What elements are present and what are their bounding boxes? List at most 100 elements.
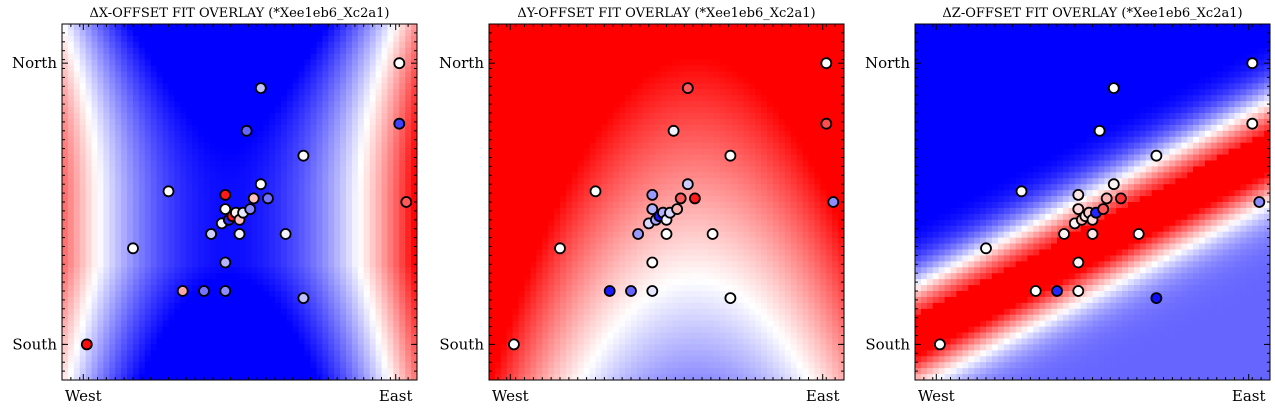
- heatmap-cell: [399, 279, 406, 286]
- heatmap-cell: [91, 124, 99, 132]
- heatmap-cell: [115, 308, 122, 316]
- heatmap-cell: [280, 267, 288, 274]
- heatmap-cell: [133, 113, 140, 120]
- heatmap-cell: [204, 243, 211, 251]
- heatmap-cell: [387, 368, 394, 375]
- heatmap-cell: [280, 65, 288, 73]
- heatmap-cell: [304, 338, 312, 345]
- heatmap-cell: [589, 154, 597, 162]
- heatmap-cell: [560, 237, 567, 245]
- heatmap-cell: [589, 136, 597, 144]
- heatmap-cell: [494, 24, 502, 31]
- heatmap-cell: [500, 59, 508, 67]
- heatmap-cell: [351, 142, 359, 150]
- heatmap-cell: [168, 71, 176, 78]
- heatmap-cell: [221, 71, 229, 78]
- heatmap-cell: [500, 320, 508, 328]
- heatmap-cell: [280, 243, 288, 251]
- heatmap-cell: [399, 142, 406, 150]
- heatmap-cell: [180, 118, 187, 126]
- heatmap-cell: [221, 362, 229, 369]
- heatmap-cell: [536, 172, 543, 179]
- heatmap-cell: [186, 77, 193, 84]
- heatmap-cell: [115, 83, 122, 90]
- heatmap-cell: [150, 89, 158, 96]
- heatmap-cell: [144, 279, 152, 286]
- heatmap-cell: [560, 53, 567, 61]
- heatmap-cell: [150, 320, 158, 328]
- heatmap-cell: [198, 356, 205, 363]
- heatmap-cell: [209, 314, 217, 322]
- heatmap-cell: [316, 314, 323, 322]
- heatmap-cell: [138, 213, 146, 221]
- heatmap-cell: [405, 261, 412, 268]
- heatmap-cell: [494, 65, 502, 73]
- heatmap-cell: [192, 302, 199, 310]
- heatmap-cell: [215, 308, 223, 316]
- heatmap-cell: [316, 213, 323, 221]
- heatmap-cell: [518, 107, 526, 114]
- heatmap-cell: [387, 77, 394, 84]
- heatmap-cell: [351, 77, 359, 84]
- heatmap-cell: [506, 148, 514, 156]
- heatmap-cell: [512, 113, 520, 120]
- heatmap-cell: [405, 77, 412, 84]
- heatmap-cell: [245, 89, 252, 96]
- heatmap-cell: [489, 47, 496, 55]
- heatmap-cell: [346, 59, 353, 67]
- heatmap-cell: [583, 279, 591, 286]
- heatmap-cell: [375, 344, 383, 351]
- heatmap-cell: [565, 362, 573, 369]
- heatmap-cell: [198, 302, 205, 310]
- heatmap-cell: [387, 273, 394, 280]
- heatmap-cell: [286, 53, 294, 61]
- heatmap-cell: [156, 130, 164, 138]
- heatmap-cell: [233, 107, 241, 114]
- heatmap-cell: [500, 184, 508, 191]
- heatmap-cell: [304, 207, 312, 215]
- heatmap-cell: [109, 285, 116, 292]
- heatmap-cell: [601, 124, 608, 132]
- heatmap-cell: [334, 249, 341, 256]
- heatmap-cell: [227, 296, 235, 304]
- heatmap-cell: [381, 118, 389, 126]
- heatmap-cell: [192, 314, 199, 322]
- heatmap-cell: [571, 225, 579, 233]
- heatmap-cell: [577, 273, 585, 280]
- heatmap-cell: [233, 273, 241, 280]
- heatmap-cell: [571, 267, 579, 274]
- heatmap-cell: [340, 107, 347, 114]
- heatmap-cell: [524, 101, 532, 108]
- heatmap-cell: [524, 302, 532, 310]
- heatmap-cell: [536, 178, 543, 185]
- heatmap-cell: [215, 160, 223, 167]
- heatmap-cell: [304, 124, 312, 132]
- heatmap-cell: [209, 184, 217, 191]
- heatmap-cell: [162, 261, 170, 268]
- heatmap-cell: [275, 190, 282, 197]
- heatmap-cell: [245, 344, 252, 351]
- heatmap-cell: [595, 59, 603, 67]
- heatmap-cell: [298, 166, 306, 173]
- heatmap-cell: [381, 172, 389, 179]
- heatmap-cell: [227, 101, 235, 108]
- heatmap-cell: [174, 166, 181, 173]
- heatmap-cell: [381, 285, 389, 292]
- heatmap-cell: [363, 118, 371, 126]
- heatmap-cell: [554, 59, 561, 67]
- heatmap-cell: [577, 249, 585, 256]
- heatmap-cell: [369, 273, 377, 280]
- heatmap-cell: [589, 101, 597, 108]
- heatmap-cell: [601, 24, 608, 31]
- heatmap-cell: [375, 53, 383, 61]
- heatmap-cell: [310, 308, 318, 316]
- heatmap-cell: [340, 261, 347, 268]
- heatmap-cell: [227, 308, 235, 316]
- scatter-point: [247, 192, 260, 205]
- heatmap-cell: [524, 41, 532, 49]
- heatmap-cell: [186, 231, 193, 239]
- heatmap-cell: [583, 178, 591, 185]
- heatmap-cell: [280, 47, 288, 55]
- heatmap-cell: [399, 35, 406, 43]
- heatmap-cell: [67, 332, 75, 340]
